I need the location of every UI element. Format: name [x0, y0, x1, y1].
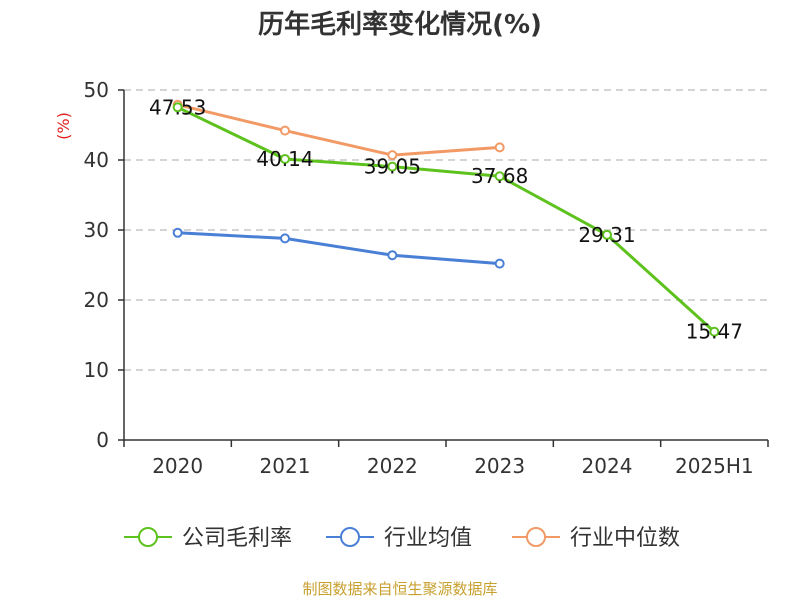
y-tick-label: 0 [96, 428, 109, 452]
x-tick-label: 2020 [152, 454, 203, 478]
y-tick-label: 20 [84, 288, 109, 312]
data-point [709, 326, 720, 337]
data-label: 37.68 [471, 164, 528, 188]
data-point [494, 142, 505, 153]
legend-swatch-marker [526, 527, 546, 547]
data-point [602, 229, 612, 240]
data-label: 15.47 [686, 320, 743, 344]
series-line-0 [176, 105, 716, 334]
series-line-1 [176, 231, 502, 266]
data-point [494, 258, 505, 269]
x-tick-label: 2023 [474, 454, 525, 478]
data-point [387, 161, 398, 172]
data-label: 39.05 [364, 155, 421, 179]
data-point [387, 250, 398, 261]
chart-title: 历年毛利率变化情况(%) [258, 9, 542, 40]
data-point [172, 102, 183, 113]
legend-label: 行业均值 [384, 526, 472, 551]
x-tick-label: 2025H1 [675, 454, 754, 478]
series-line-2 [176, 103, 502, 157]
data-point [280, 154, 290, 165]
data-label: 29.31 [578, 223, 635, 247]
legend-swatch-marker [340, 527, 360, 547]
y-tick-label: 50 [84, 78, 109, 102]
legend-label: 行业中位数 [570, 526, 680, 551]
data-point [280, 233, 290, 244]
x-tick-label: 2024 [582, 454, 633, 478]
data-point [387, 150, 398, 161]
y-tick-label: 40 [84, 148, 109, 172]
data-point [172, 227, 183, 238]
data-label: 47.53 [149, 95, 206, 119]
x-tick-label: 2021 [260, 454, 311, 478]
y-tick-label: 10 [84, 358, 109, 382]
data-point [280, 125, 290, 136]
source-note: 制图数据来自恒生聚源数据库 [302, 580, 497, 598]
legend-swatch-marker [138, 527, 158, 547]
legend-label: 公司毛利率 [182, 526, 292, 551]
y-tick-label: 30 [84, 218, 109, 242]
x-tick-label: 2022 [367, 454, 418, 478]
y-axis-label: (%) [54, 112, 73, 140]
data-label: 40.14 [256, 147, 313, 171]
data-point [494, 171, 505, 182]
